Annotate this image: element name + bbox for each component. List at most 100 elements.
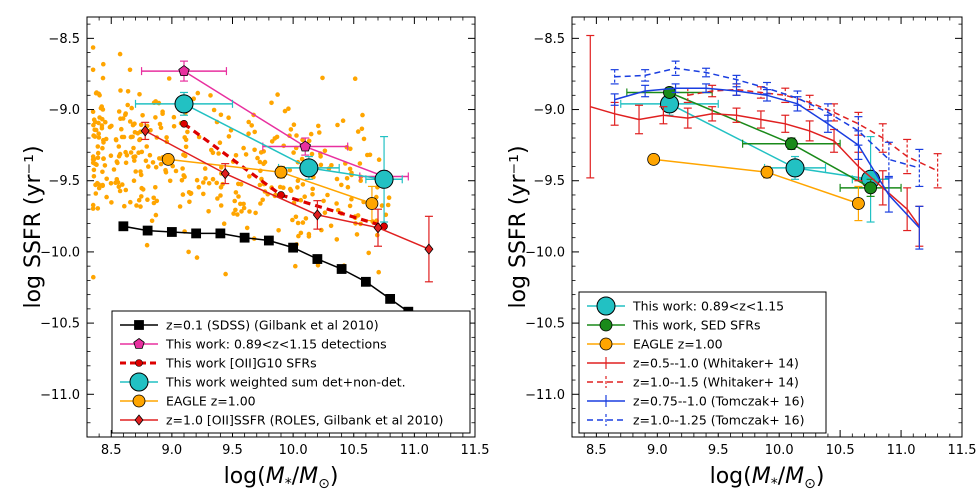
eagle-galaxy-point	[139, 185, 144, 191]
eagle-galaxy-point	[158, 125, 164, 131]
eagle-galaxy-point	[186, 249, 191, 255]
eagle-galaxy-point	[334, 201, 339, 206]
eagle-galaxy-point	[109, 200, 114, 205]
legend-label: This work weighted sum det+non-det.	[165, 375, 406, 390]
eagle-galaxy-point	[91, 167, 97, 173]
eagle-galaxy-point	[96, 185, 102, 191]
data-point	[365, 197, 379, 210]
eagle-galaxy-point	[358, 178, 364, 183]
eagle-galaxy-point	[238, 201, 243, 207]
eagle-galaxy-point	[233, 190, 239, 195]
eagle-galaxy-point	[91, 174, 97, 179]
data-point	[191, 228, 202, 239]
eagle-galaxy-point	[316, 123, 321, 129]
legend-label: This work, SED SFRs	[632, 318, 760, 333]
eagle-galaxy-point	[91, 133, 96, 138]
eagle-galaxy-point	[315, 263, 321, 268]
eagle-galaxy-point	[321, 198, 326, 204]
eagle-galaxy-point	[355, 129, 361, 134]
series-line	[183, 70, 385, 178]
eagle-galaxy-point	[119, 126, 124, 132]
eagle-galaxy-point	[115, 160, 120, 166]
eagle-galaxy-point	[187, 199, 192, 205]
eagle-galaxy-point	[244, 225, 250, 231]
series-this-work-sed-sfrs	[626, 86, 902, 197]
eagle-galaxy-point	[241, 201, 246, 207]
eagle-galaxy-point	[116, 144, 122, 149]
legend-label: z=1.0--1.5 (Whitaker+ 14)	[633, 375, 799, 390]
eagle-galaxy-point	[317, 130, 322, 135]
eagle-galaxy-point	[131, 178, 137, 183]
eagle-galaxy-point	[109, 123, 114, 129]
eagle-galaxy-point	[262, 159, 268, 165]
eagle-galaxy-point	[194, 255, 200, 260]
eagle-galaxy-point	[166, 76, 172, 81]
legend-marker	[135, 359, 143, 367]
eagle-galaxy-point	[128, 150, 134, 155]
data-point	[424, 243, 434, 255]
eagle-galaxy-point	[206, 181, 212, 186]
eagle-galaxy-point	[295, 185, 300, 190]
eagle-galaxy-point	[131, 154, 136, 160]
eagle-galaxy-point	[246, 131, 251, 136]
eagle-galaxy-point	[344, 176, 350, 181]
eagle-galaxy-point	[347, 166, 353, 172]
eagle-galaxy-point	[167, 178, 173, 184]
eagle-galaxy-point	[220, 181, 225, 187]
eagle-galaxy-point	[201, 180, 206, 185]
y-tick-label: −9.5	[533, 174, 565, 189]
eagle-galaxy-point	[90, 202, 96, 208]
eagle-galaxy-point	[226, 134, 232, 139]
series-line	[590, 105, 920, 227]
eagle-galaxy-point	[116, 109, 122, 114]
legend-marker	[133, 338, 145, 349]
eagle-galaxy-point	[139, 149, 145, 155]
eagle-galaxy-point	[125, 89, 131, 94]
eagle-galaxy-point	[153, 185, 158, 190]
series-line	[687, 88, 938, 172]
eagle-galaxy-point	[131, 145, 136, 151]
eagle-galaxy-point	[334, 176, 340, 182]
eagle-galaxy-point	[208, 93, 213, 98]
eagle-galaxy-point	[277, 184, 283, 190]
eagle-galaxy-point	[209, 147, 214, 153]
data-point	[785, 158, 805, 178]
y-tick-label: −8.5	[533, 32, 565, 47]
eagle-galaxy-point	[194, 177, 200, 183]
eagle-galaxy-point	[128, 134, 134, 140]
eagle-galaxy-point	[322, 210, 328, 215]
eagle-galaxy-point	[294, 133, 299, 138]
legend-item-this-work-weighted-sum-det-non-det: This work weighted sum det+non-det.	[120, 372, 406, 392]
eagle-galaxy-point	[300, 137, 305, 143]
eagle-galaxy-point	[146, 164, 151, 169]
eagle-galaxy-point	[376, 157, 382, 162]
right-panel: 8.5 9.0 9.5 10.0 10.5 11.0 11.5 −8.5 −9.0 −9.5 −10…	[506, 16, 976, 492]
eagle-galaxy-point	[260, 197, 266, 203]
eagle-galaxy-point	[293, 263, 298, 269]
eagle-galaxy-point	[121, 134, 127, 140]
eagle-galaxy-point	[295, 178, 301, 183]
eagle-galaxy-point	[122, 203, 127, 209]
x-tick-label: 8.5	[586, 443, 607, 458]
eagle-galaxy-point	[104, 194, 109, 200]
eagle-galaxy-point	[218, 193, 223, 198]
x-tick-label: 8.5	[101, 443, 122, 458]
legend-label: z=0.1 (SDSS) (Gilbank et al 2010)	[166, 318, 379, 333]
legend-box	[111, 310, 471, 434]
eagle-galaxy-point	[232, 198, 237, 204]
eagle-galaxy-point	[139, 194, 144, 199]
series-z-1-0-1-5-whitaker-14	[683, 83, 942, 189]
eagle-galaxy-point	[158, 161, 164, 167]
series-this-work-weighted-sum-det-non-det	[134, 91, 403, 223]
eagle-galaxy-point	[385, 202, 391, 208]
eagle-galaxy-point	[299, 156, 305, 162]
eagle-galaxy-point	[108, 181, 114, 186]
eagle-galaxy-point	[196, 184, 202, 190]
eagle-galaxy-point	[177, 204, 183, 209]
eagle-galaxy-point	[287, 167, 293, 173]
eagle-galaxy-point	[153, 165, 159, 170]
eagle-galaxy-point	[366, 250, 372, 256]
eagle-galaxy-point	[103, 119, 108, 125]
eagle-galaxy-point	[300, 182, 306, 187]
eagle-galaxy-point	[91, 274, 96, 280]
